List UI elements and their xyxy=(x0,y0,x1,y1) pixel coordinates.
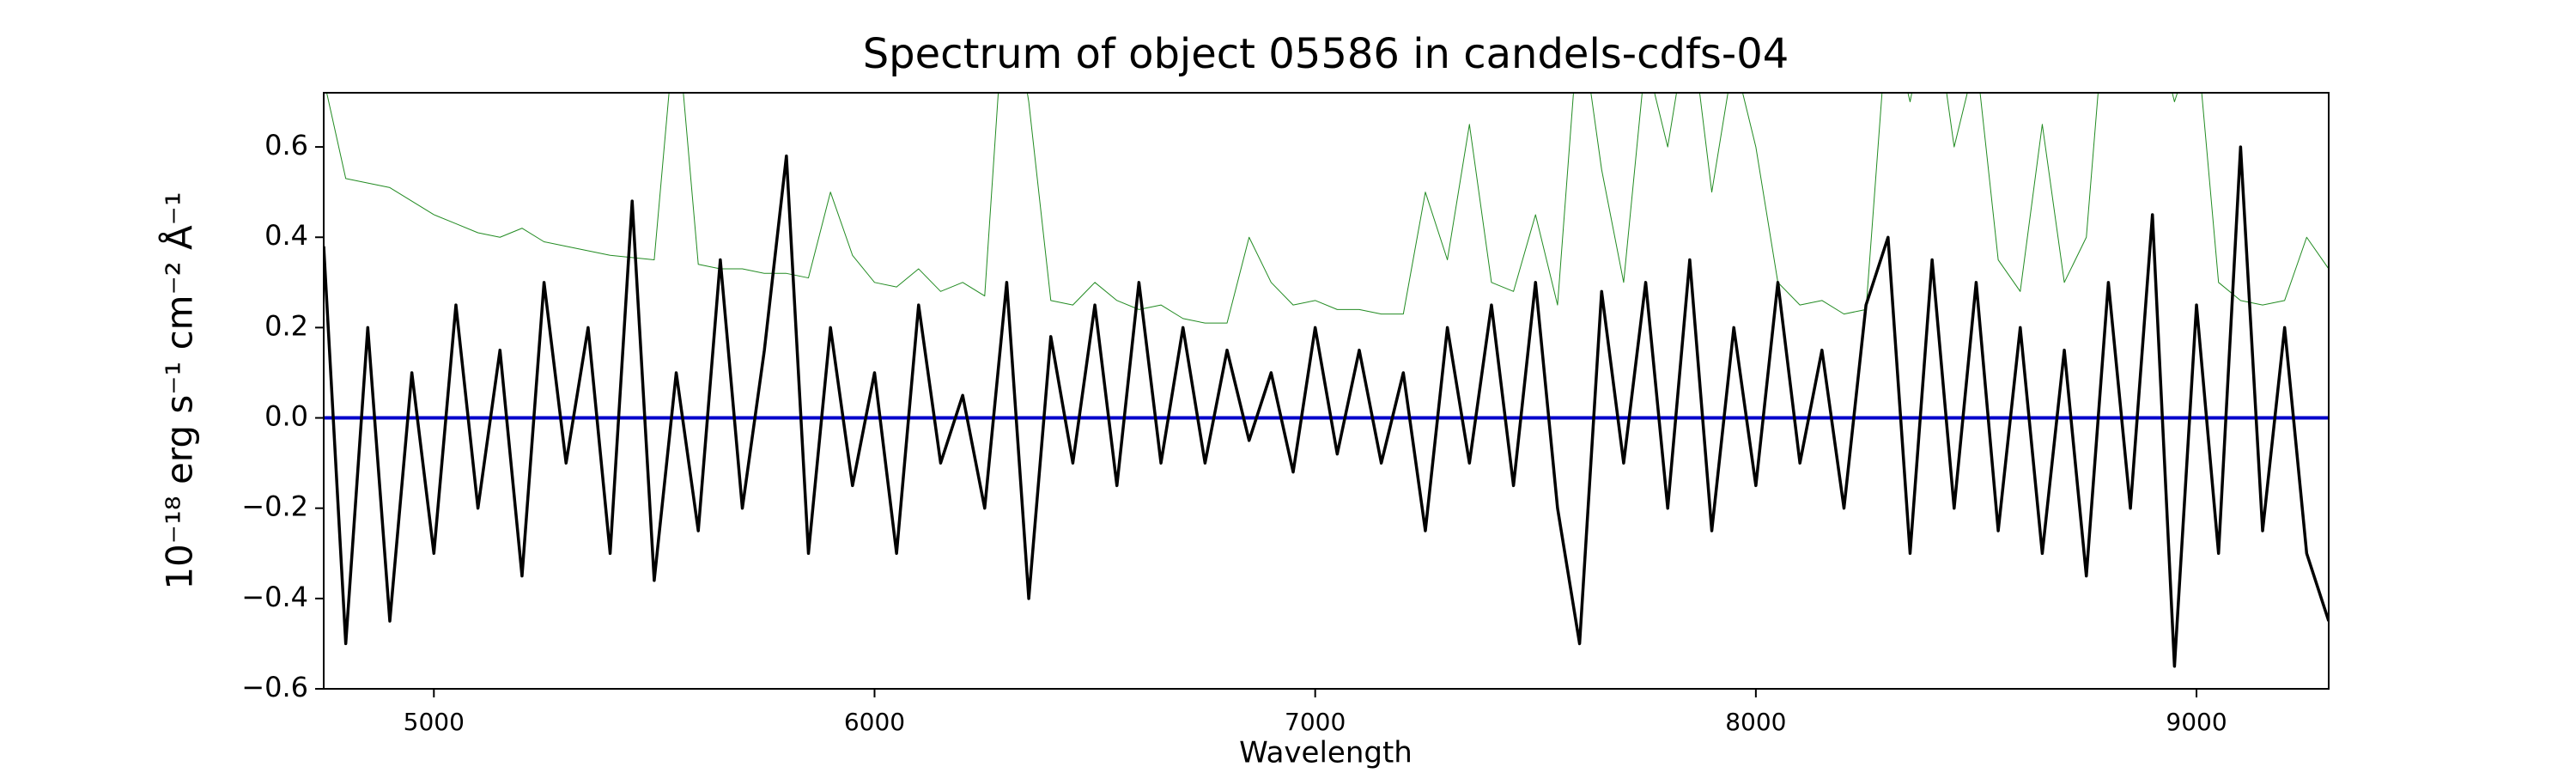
y-tick-label: −0.6 xyxy=(241,671,308,703)
y-tick-label: −0.2 xyxy=(241,490,308,523)
plot-area xyxy=(324,93,2329,668)
y-tick-label: 0.6 xyxy=(264,129,308,161)
y-axis-label: 10⁻¹⁸ erg s⁻¹ cm⁻² Å⁻¹ xyxy=(158,192,201,589)
x-tick-label: 6000 xyxy=(844,708,905,736)
y-tick-label: 0.4 xyxy=(264,219,308,252)
x-tick-label: 9000 xyxy=(2166,708,2227,736)
x-tick-label: 5000 xyxy=(404,708,465,736)
x-tick-label: 8000 xyxy=(1725,708,1786,736)
y-tick-label: 0.0 xyxy=(264,400,308,433)
spectrum-line xyxy=(324,145,2329,668)
plot-frame xyxy=(323,92,2330,690)
x-axis-label: Wavelength xyxy=(1239,736,1413,770)
spectrum-line xyxy=(325,93,2329,324)
x-tick-label: 7000 xyxy=(1285,708,1346,736)
y-tick-label: −0.4 xyxy=(241,581,308,613)
y-tick-label: 0.2 xyxy=(264,309,308,342)
chart-title: Spectrum of object 05586 in candels-cdfs… xyxy=(863,30,1789,78)
